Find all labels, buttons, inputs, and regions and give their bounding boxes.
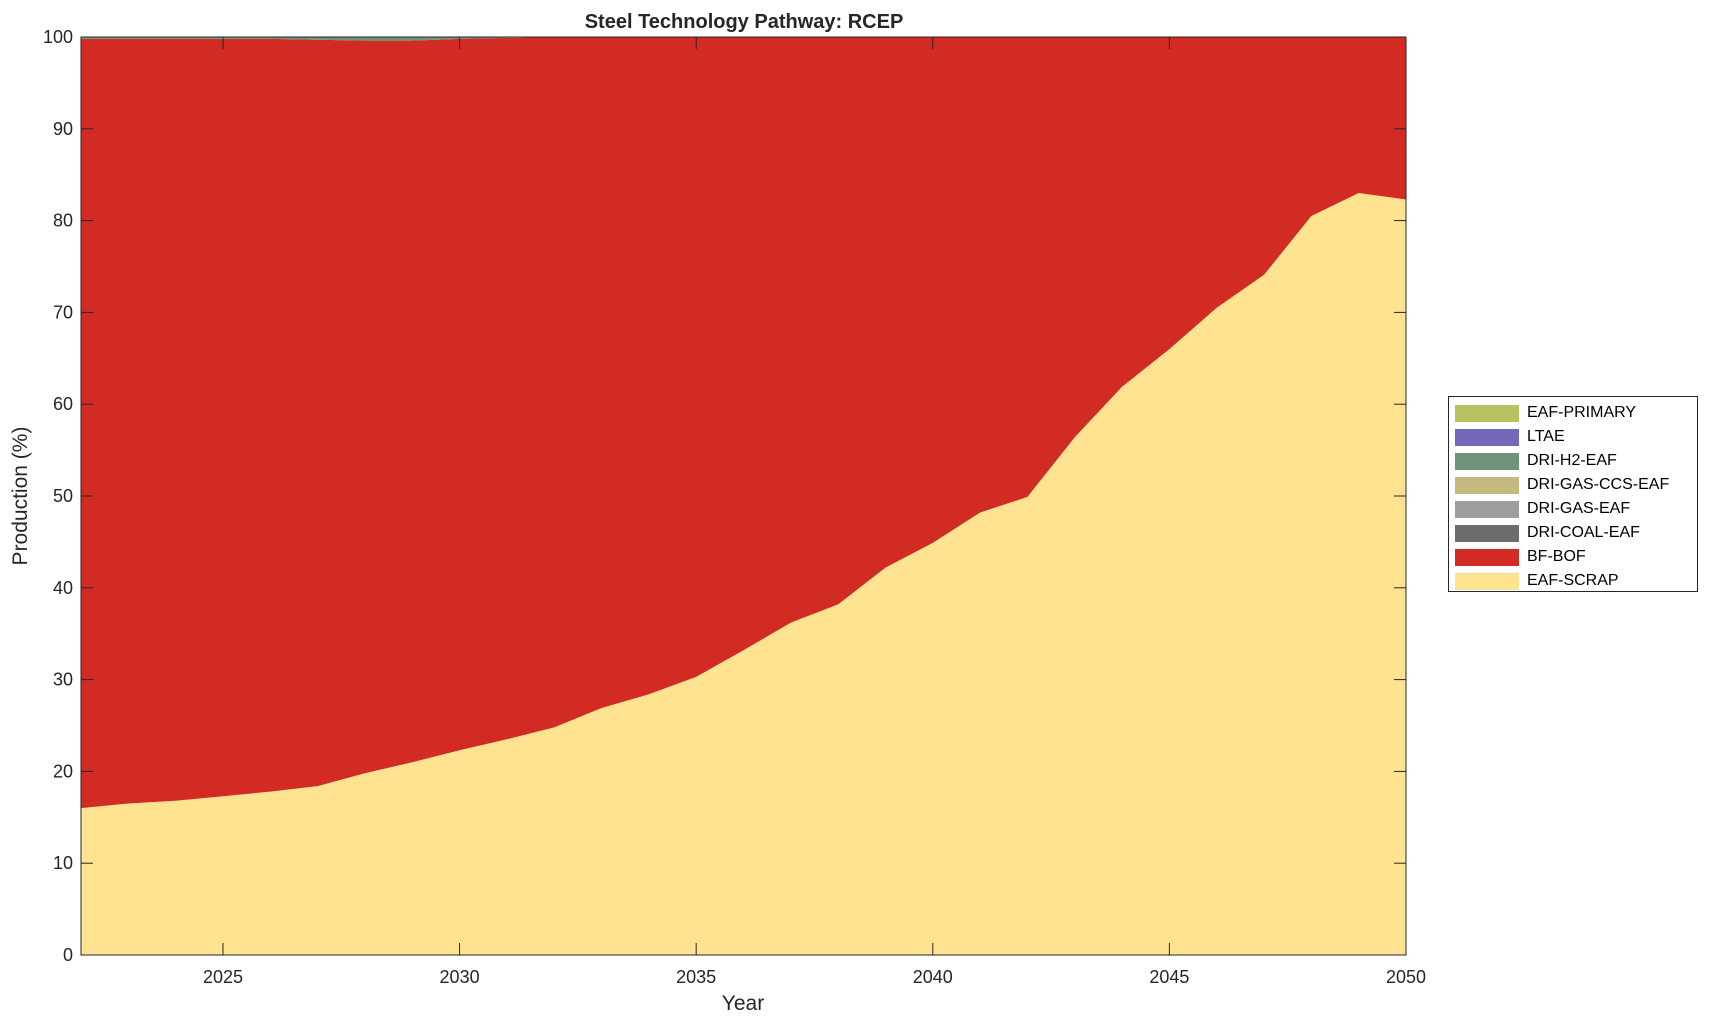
legend: EAF-PRIMARY LTAE DRI-H2-EAF DRI-GAS-CCS-EAF…: [1448, 396, 1698, 592]
legend-swatch: [1455, 572, 1519, 590]
legend-item: LTAE: [1455, 426, 1565, 448]
legend-label: EAF-SCRAP: [1527, 572, 1619, 589]
y-tick-label: 40: [53, 578, 73, 598]
legend-swatch: [1455, 524, 1519, 542]
x-tick-label: 2030: [440, 967, 480, 987]
y-tick-label: 0: [63, 945, 73, 965]
x-tick-label: 2045: [1149, 967, 1189, 987]
x-tick-label: 2040: [913, 967, 953, 987]
legend-swatch: [1455, 452, 1519, 470]
legend-item: BF-BOF: [1455, 546, 1586, 568]
legend-swatch: [1455, 548, 1519, 566]
legend-item: EAF-PRIMARY: [1455, 402, 1636, 424]
y-tick-label: 20: [53, 761, 73, 781]
y-axis-label: Production (%): [9, 427, 32, 566]
x-axis-label: Year: [722, 992, 764, 1015]
y-tick-label: 70: [53, 302, 73, 322]
x-tick-label: 2025: [203, 967, 243, 987]
chart-title: Steel Technology Pathway: RCEP: [585, 11, 904, 33]
legend-label: DRI-H2-EAF: [1527, 452, 1617, 469]
legend-item: DRI-COAL-EAF: [1455, 522, 1640, 544]
y-tick-label: 50: [53, 486, 73, 506]
y-tick-label: 60: [53, 394, 73, 414]
legend-item: DRI-H2-EAF: [1455, 450, 1617, 472]
legend-label: DRI-COAL-EAF: [1527, 524, 1640, 541]
legend-swatch: [1455, 404, 1519, 422]
legend-swatch: [1455, 500, 1519, 518]
x-tick-label: 2050: [1386, 967, 1426, 987]
legend-item: EAF-SCRAP: [1455, 570, 1619, 592]
legend-label: BF-BOF: [1527, 548, 1586, 565]
y-tick-label: 10: [53, 853, 73, 873]
legend-label: EAF-PRIMARY: [1527, 404, 1637, 421]
y-tick-label: 30: [53, 670, 73, 690]
y-tick-label: 100: [43, 27, 73, 47]
area-series-dri-h2-eaf: [81, 37, 1406, 41]
legend-swatch: [1455, 428, 1519, 446]
legend-label: LTAE: [1527, 428, 1565, 445]
legend-item: DRI-GAS-EAF: [1455, 498, 1630, 520]
area-series-eaf-scrap: [81, 193, 1406, 955]
legend-label: DRI-GAS-EAF: [1527, 500, 1631, 517]
y-tick-label: 90: [53, 119, 73, 139]
x-tick-label: 2035: [676, 967, 716, 987]
axis-ticks: 2025 2030 2035 2040 2045 20500102030405060708…: [43, 27, 1426, 987]
legend-item: DRI-GAS-CCS-EAF: [1455, 474, 1669, 496]
area-series-bf-bof: [81, 37, 1406, 809]
y-tick-label: 80: [53, 211, 73, 231]
legend-swatch: [1455, 476, 1519, 494]
plot-areas: [81, 37, 1406, 955]
legend-label: DRI-GAS-CCS-EAF: [1527, 476, 1670, 493]
